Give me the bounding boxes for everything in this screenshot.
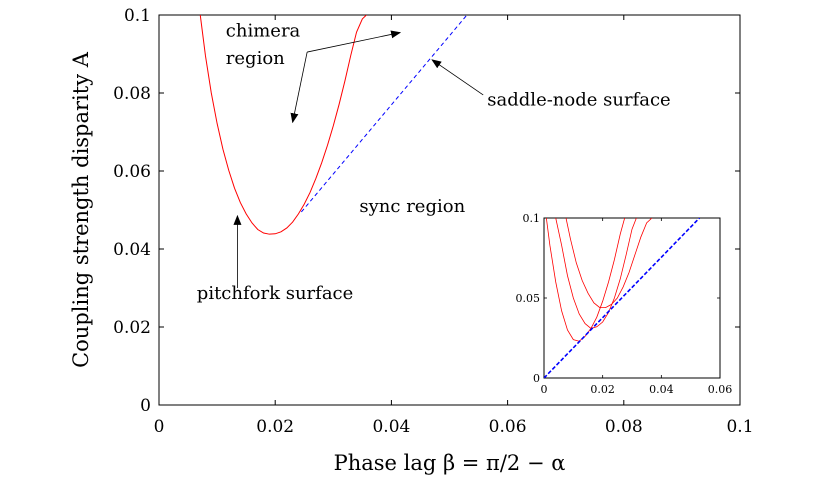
inset-x-tick-label: 0.04 [649, 383, 674, 396]
inset-y-tick-label: 0.1 [523, 212, 541, 225]
annotation-arrows [233, 30, 484, 288]
y-tick-label: 0 [140, 396, 151, 416]
main-y-tick-labels: 0 0.02 0.04 0.06 0.08 0.1 [113, 6, 151, 416]
inset-pitchfork-line-2 [555, 218, 637, 329]
inset-x-tick-label: 0.02 [590, 383, 615, 396]
main-x-tick-labels: 0 0.02 0.04 0.06 0.08 0.1 [154, 417, 754, 437]
annotations: chimera region saddle-node surface sync … [197, 21, 671, 304]
annotation-arrow [431, 59, 484, 96]
inset-y-tick-label: 0.05 [516, 292, 541, 305]
inset-saddle-node-line [544, 218, 701, 378]
x-tick-label: 0 [154, 417, 165, 437]
inset-x-tick-label: 0.06 [708, 383, 733, 396]
x-tick-label: 0.06 [489, 417, 527, 437]
y-axis-label: Coupling strength disparity A [69, 51, 93, 368]
saddle-node-surface-line [300, 15, 468, 213]
y-tick-label: 0.08 [113, 84, 151, 104]
annotation-sync-region: sync region [359, 196, 465, 217]
inset-frame [543, 217, 721, 379]
main-ticks [158, 14, 741, 406]
x-tick-label: 0.02 [256, 417, 294, 437]
annotation-pitchfork: pitchfork surface [197, 283, 353, 304]
y-tick-label: 0.1 [124, 6, 151, 26]
x-tick-label: 0.08 [605, 417, 643, 437]
pitchfork-surface-line [199, 15, 367, 235]
annotation-saddle-node: saddle-node surface [487, 90, 670, 111]
annotation-arrow [307, 30, 402, 53]
y-tick-label: 0.04 [113, 240, 151, 260]
inset-x-tick-labels: 0 0.02 0.04 0.06 [541, 383, 733, 396]
annotation-region: region [226, 48, 285, 69]
x-tick-label: 0.1 [726, 417, 753, 437]
y-tick-label: 0.02 [113, 318, 151, 338]
x-axis-label: Phase lag β = π/2 − α [334, 451, 566, 475]
inset-x-tick-label: 0 [541, 383, 548, 396]
inset-y-tick-labels: 0 0.05 0.1 [516, 212, 541, 385]
inset-pitchfork-line-3 [565, 218, 653, 308]
inset-pitchfork-line-1 [545, 218, 626, 342]
annotation-chimera: chimera [226, 21, 301, 42]
x-tick-label: 0.04 [372, 417, 410, 437]
annotation-arrow [290, 51, 308, 124]
inset-y-tick-label: 0 [533, 372, 540, 385]
y-tick-label: 0.06 [113, 162, 151, 182]
